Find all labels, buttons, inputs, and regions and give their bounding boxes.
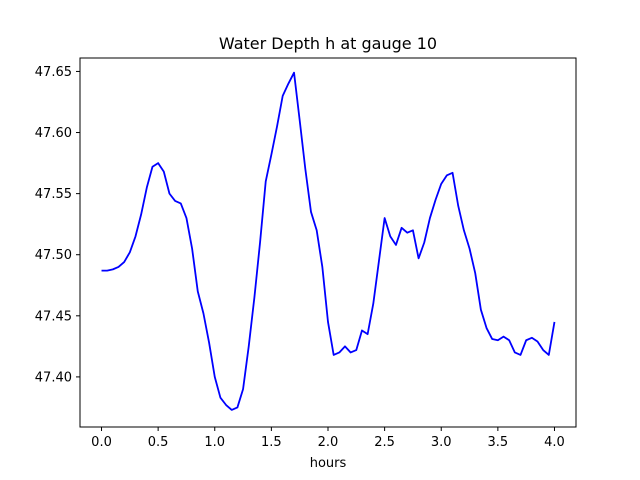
x-axis-label: hours — [310, 456, 347, 471]
x-tick-label: 2.5 — [374, 435, 395, 450]
y-tick-label: 47.65 — [35, 65, 72, 80]
x-tick-label: 2.0 — [318, 435, 339, 450]
x-axis: 0.0 0.5 1.0 1.5 2.0 2.5 3.0 3.5 4.0 — [91, 427, 565, 450]
x-tick-label: 3.5 — [488, 435, 509, 450]
x-tick-label: 4.0 — [544, 435, 565, 450]
chart-title: Water Depth h at gauge 10 — [219, 34, 437, 53]
y-axis: 47.40 47.45 47.50 47.55 47.60 47.65 — [35, 65, 80, 385]
plot-area — [101, 71, 556, 411]
x-tick-label: 0.5 — [148, 435, 169, 450]
axes-frame — [79, 57, 577, 428]
y-tick-label: 47.50 — [35, 248, 72, 263]
x-tick-label: 1.5 — [261, 435, 282, 450]
x-tick-label: 1.0 — [204, 435, 225, 450]
x-tick-label: 0.0 — [91, 435, 112, 450]
series-line-0 — [101, 71, 556, 411]
y-tick-label: 47.40 — [35, 370, 72, 385]
y-tick-label: 47.45 — [35, 309, 72, 324]
x-tick-label: 3.0 — [431, 435, 452, 450]
y-tick-label: 47.55 — [35, 187, 72, 202]
y-tick-label: 47.60 — [35, 126, 72, 141]
